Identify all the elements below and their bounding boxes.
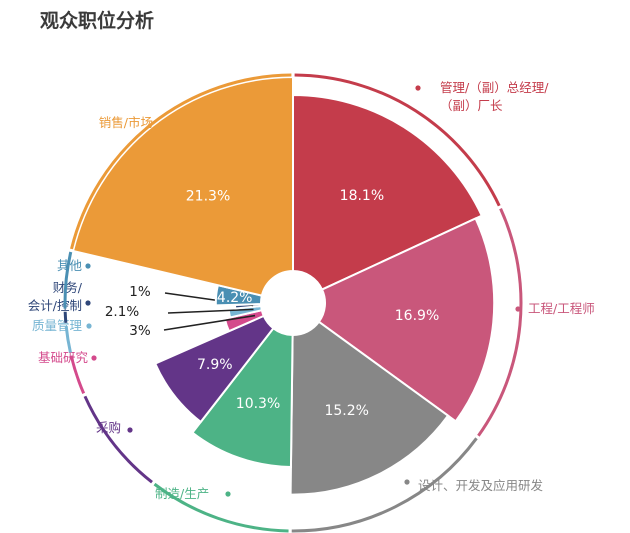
- center-hole: [262, 272, 324, 334]
- category-label: 质量管理: [32, 318, 83, 333]
- ring-arc: [64, 325, 72, 353]
- ring-arc: [153, 482, 289, 533]
- data-label: 10.3%: [236, 396, 280, 412]
- pie-slice: [71, 75, 294, 297]
- ring-arc: [477, 208, 523, 437]
- ring-arc: [291, 437, 478, 533]
- legend-dot: [91, 355, 97, 361]
- legend-dot: [127, 427, 133, 433]
- category-label: 财务/: [53, 280, 83, 295]
- category-label: 工程/工程师: [528, 301, 595, 316]
- legend-dot: [404, 479, 410, 485]
- ring-arc: [83, 395, 153, 484]
- ring-arc: [294, 73, 501, 207]
- ring-arc: [70, 73, 292, 250]
- pie-slice: [153, 314, 275, 424]
- ring-arc: [63, 251, 73, 309]
- legend-dot: [225, 491, 231, 497]
- pie-slice: [289, 320, 450, 496]
- category-label: 其他: [57, 258, 83, 273]
- leader-line: [167, 308, 254, 314]
- pie-slice: [191, 326, 294, 469]
- category-label: 设计、开发及应用研发: [418, 478, 544, 493]
- legend-dot: [85, 263, 91, 269]
- legend-dot: [515, 306, 521, 312]
- legend-dot: [415, 85, 421, 91]
- page-title: 观众职位分析: [40, 10, 155, 32]
- data-label: 4.2%: [217, 290, 253, 306]
- data-label: 1%: [129, 284, 151, 300]
- ring-arc: [69, 355, 86, 394]
- data-label: 21.3%: [186, 189, 230, 205]
- ring-arc: [63, 311, 68, 324]
- category-label: 基础研究: [38, 350, 89, 365]
- category-label: 制造/生产: [155, 486, 209, 501]
- data-label: 16.9%: [395, 308, 439, 324]
- legend-dot: [85, 300, 91, 306]
- legend-dot: [158, 121, 164, 127]
- data-label: 2.1%: [105, 304, 139, 320]
- category-label: （副）厂长: [440, 98, 503, 113]
- category-label: 采购: [96, 420, 121, 435]
- data-label: 7.9%: [197, 357, 233, 373]
- category-label: 会计/控制: [28, 298, 82, 313]
- leader-line: [163, 314, 256, 331]
- pie-slice: [317, 217, 496, 423]
- category-label: 销售/市场: [99, 115, 153, 130]
- data-label: 3%: [129, 323, 151, 339]
- data-label: 18.1%: [340, 188, 384, 204]
- legend-dot: [86, 323, 92, 329]
- category-label: 管理/（副）总经理/: [440, 80, 549, 95]
- pie-slice: [292, 94, 484, 291]
- data-label: 15.2%: [324, 403, 368, 419]
